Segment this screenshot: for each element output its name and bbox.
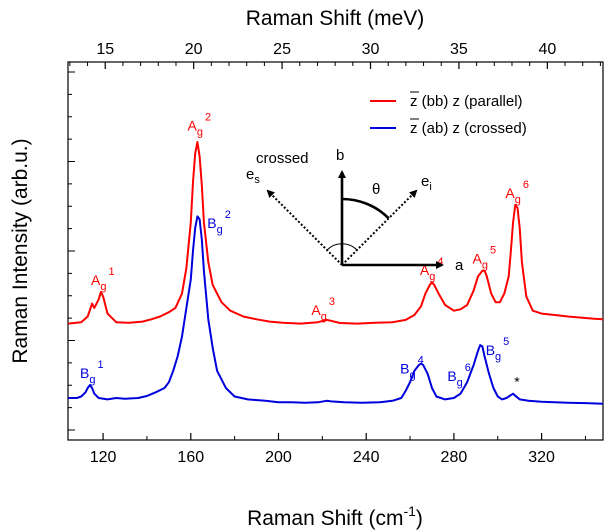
label-a: a (455, 257, 464, 274)
x2-tick-label: 15 (96, 41, 114, 58)
peak-label: Ag3 (311, 296, 335, 323)
peak-label: Bg4 (400, 355, 424, 382)
bottom-axis-ticks: 120 160 200 240 280 320 (90, 433, 586, 466)
x2-tick-label: 25 (273, 41, 291, 58)
peak-label: Bg5 (486, 336, 510, 363)
series-layer (67, 141, 604, 405)
es-arrow (266, 189, 343, 266)
peak-label: * (514, 374, 520, 390)
label-b: b (336, 147, 344, 164)
legend: z (bb) z (parallel) z (ab) z (crossed) (370, 91, 527, 137)
label-es: es (246, 166, 260, 186)
ei-arrow (341, 189, 418, 266)
x2-tick-label: 20 (185, 41, 203, 58)
x-tick-label: 120 (90, 449, 117, 466)
x2-axis-title: Raman Shift (meV) (246, 7, 425, 30)
x-tick-label: 320 (528, 449, 555, 466)
series-line-parallel (67, 141, 604, 325)
x-tick-label: 160 (177, 449, 204, 466)
inner-arc (326, 243, 358, 251)
label-theta: θ (372, 181, 380, 198)
label-ei: ei (421, 173, 432, 193)
left-axis-ticks (68, 71, 75, 431)
peak-label: Bg6 (447, 362, 471, 389)
x-tick-label: 280 (441, 449, 468, 466)
theta-arc (341, 197, 390, 220)
series-line-crossed (68, 215, 604, 405)
peak-label: Ag5 (473, 245, 497, 272)
peak-label: Ag1 (91, 266, 115, 293)
x-tick-label: 200 (265, 449, 292, 466)
peak-label: Ag2 (187, 112, 211, 139)
x-axis-title: Raman Shift (cm-1) (247, 503, 423, 530)
peak-label: Ag6 (505, 179, 529, 206)
x2-tick-label: 40 (538, 41, 556, 58)
y-axis-title: Raman Intensity (arb.u.) (9, 138, 32, 363)
legend-label-parallel: z (bb) z (parallel) (410, 93, 523, 110)
peak-label: Bg2 (207, 209, 231, 236)
x2-tick-label: 35 (450, 41, 468, 58)
x-tick-label: 240 (353, 449, 380, 466)
peak-label: Bg1 (80, 359, 104, 386)
top-axis-ticks: 15 20 25 30 35 40 (69, 41, 601, 69)
x2-tick-label: 30 (362, 41, 380, 58)
label-es-crossed: crossed (256, 150, 309, 167)
polarization-inset: a b θ ei es crossed (246, 147, 464, 274)
legend-label-crossed: z (ab) z (crossed) (410, 120, 527, 137)
